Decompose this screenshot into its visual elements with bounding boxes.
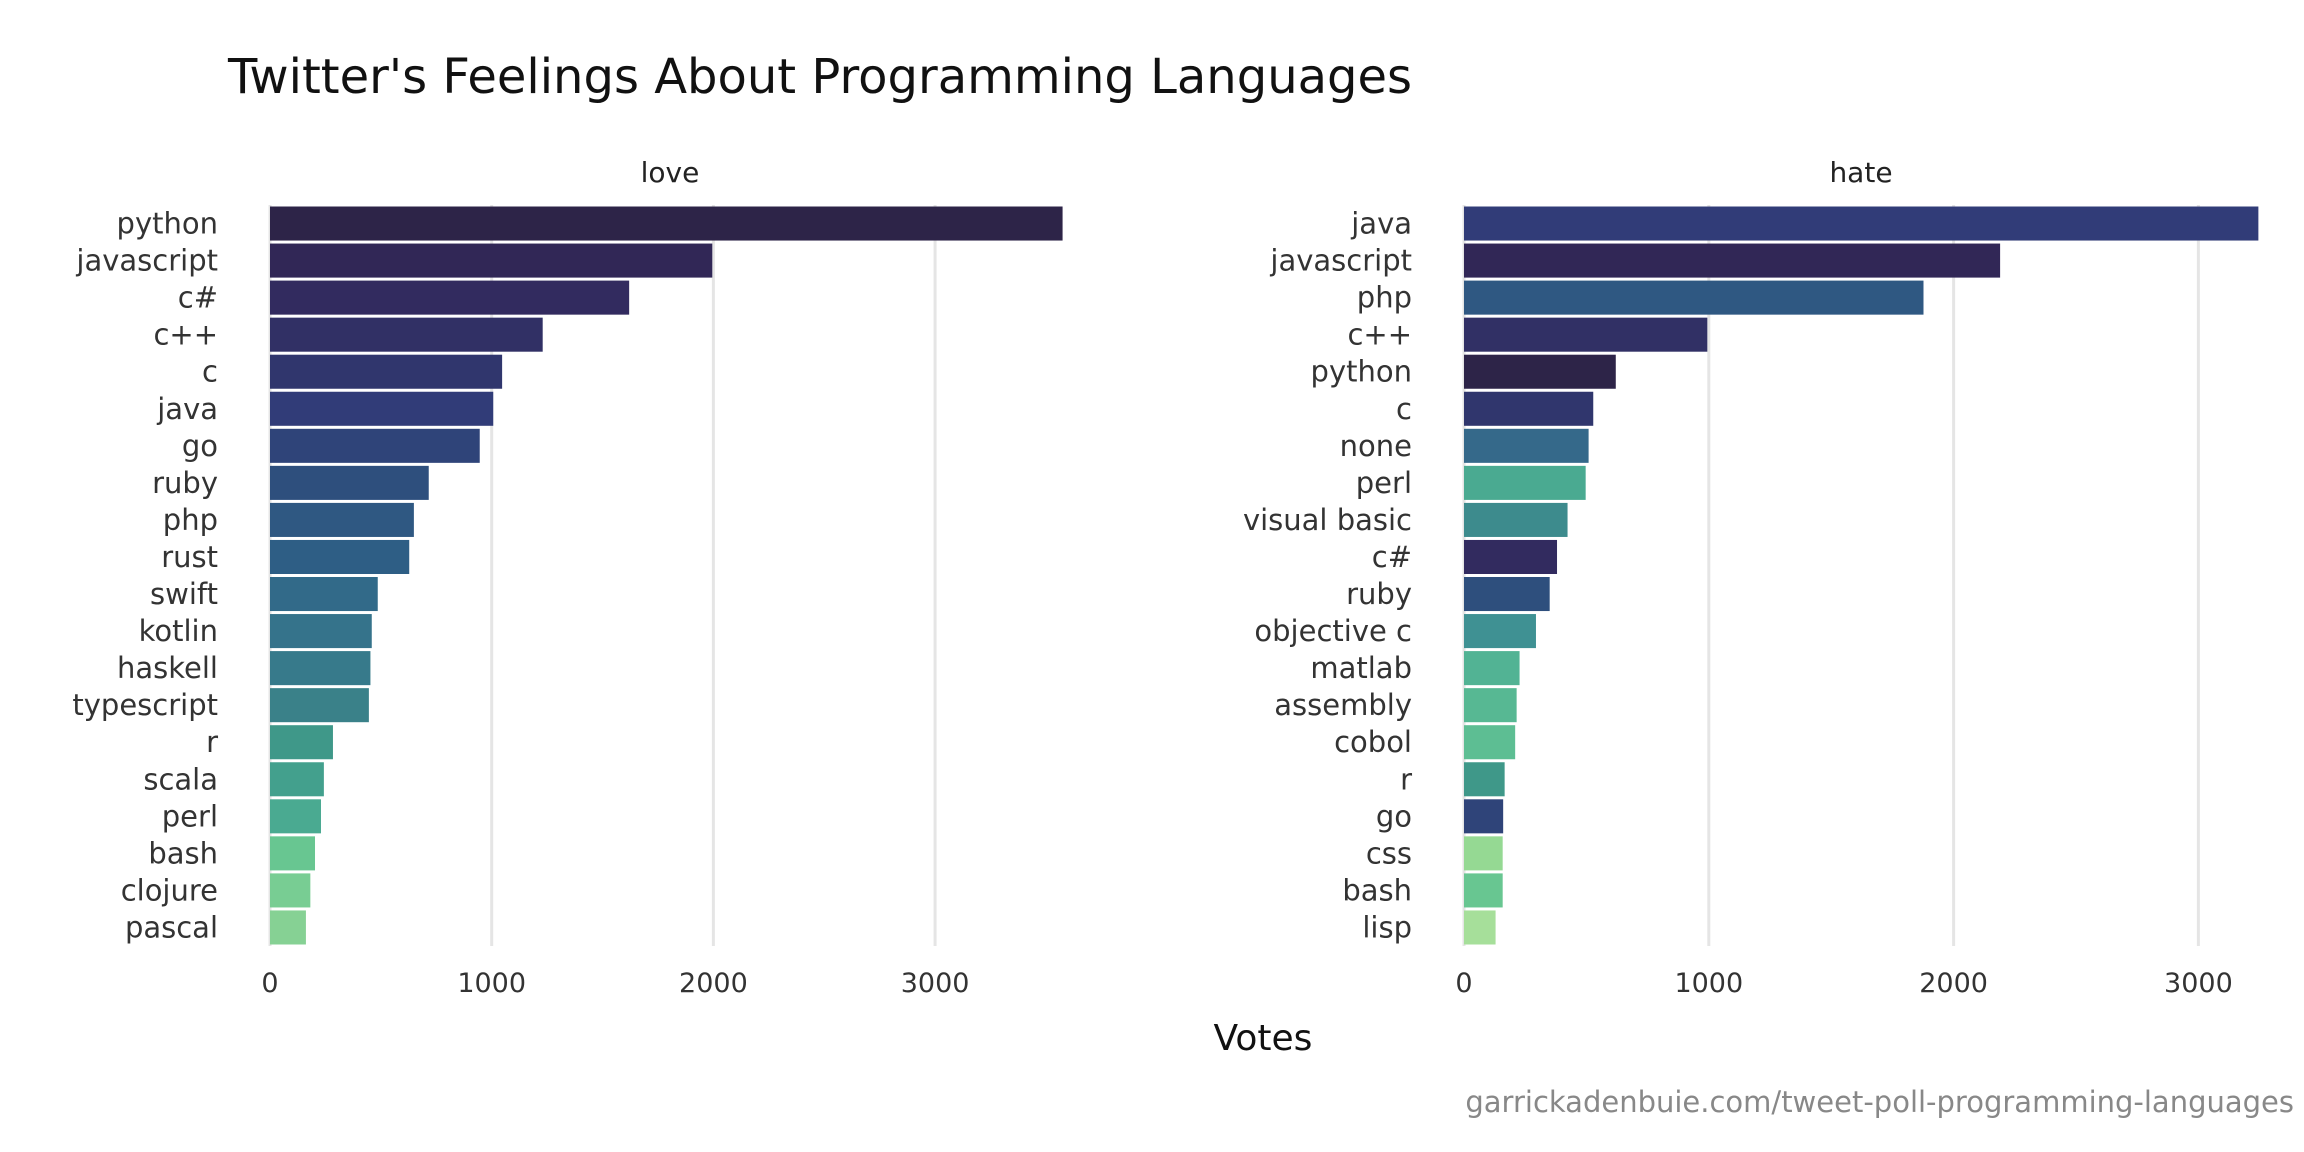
bar-go: [270, 428, 480, 463]
x-tick-label: 0: [1455, 968, 1472, 999]
bar-c: [270, 354, 503, 389]
y-tick-label: r: [1400, 762, 1412, 796]
bar-php: [270, 502, 414, 537]
y-tick-label: matlab: [1310, 651, 1412, 685]
panel-strip-label: hate: [1829, 156, 1892, 189]
y-tick-label: none: [1340, 429, 1412, 463]
y-tick-label: php: [1357, 281, 1412, 315]
bar-java: [1464, 206, 2259, 241]
y-tick-label: perl: [162, 799, 218, 833]
y-tick-label: ruby: [1346, 577, 1412, 611]
bar-scala: [270, 762, 324, 797]
y-tick-label: python: [1311, 355, 1412, 389]
panel-strip-label: love: [641, 156, 700, 189]
y-tick-label: r: [206, 725, 218, 759]
y-tick-label: assembly: [1274, 688, 1412, 722]
bar-javascript: [1464, 243, 2001, 278]
bar-kotlin: [270, 614, 372, 649]
y-tick-label: rust: [161, 540, 218, 574]
y-tick-label: c#: [1372, 540, 1412, 574]
y-tick-label: cobol: [1334, 725, 1412, 759]
bar-assembly: [1464, 688, 1517, 723]
bar-php: [1464, 280, 1924, 315]
bar-css: [1464, 836, 1503, 871]
x-tick-label: 2000: [679, 968, 748, 999]
x-tick-label: 2000: [1919, 968, 1988, 999]
x-axis-label: Votes: [1214, 1018, 1313, 1059]
bar-perl: [1464, 465, 1586, 500]
y-tick-label: pascal: [125, 910, 218, 944]
bar-bash: [1464, 873, 1503, 908]
bar-visual-basic: [1464, 502, 1568, 537]
bar-swift: [270, 577, 378, 612]
y-tick-label: c++: [1347, 318, 1412, 352]
bar-ruby: [270, 465, 429, 500]
bar-pascal: [270, 910, 306, 945]
y-tick-label: lisp: [1362, 910, 1412, 944]
y-tick-label: c++: [153, 318, 218, 352]
y-tick-label: c#: [178, 281, 218, 315]
x-tick-label: 1000: [457, 968, 526, 999]
bar-none: [1464, 428, 1589, 463]
y-tick-label: clojure: [121, 873, 218, 907]
y-tick-label: haskell: [117, 651, 218, 685]
y-tick-label: typescript: [72, 688, 218, 722]
bar-java: [270, 391, 494, 426]
y-tick-label: scala: [143, 762, 218, 796]
chart-title: Twitter's Feelings About Programming Lan…: [227, 49, 1412, 105]
y-tick-label: perl: [1356, 466, 1412, 500]
y-tick-label: css: [1366, 836, 1412, 870]
bar-c: [1464, 391, 1594, 426]
y-tick-label: bash: [148, 836, 218, 870]
bar-haskell: [270, 651, 371, 686]
bar-python: [1464, 354, 1616, 389]
y-tick-label: javascript: [1269, 244, 1412, 278]
x-tick-label: 0: [261, 968, 278, 999]
y-tick-label: java: [1350, 207, 1412, 241]
y-tick-label: c: [1396, 392, 1412, 426]
panel-hate: hate 0 1000 2000 3000 javajavascriptphpc++pyt…: [1243, 156, 2259, 999]
bar-c-: [270, 280, 630, 315]
bar-python: [270, 206, 1063, 241]
y-tick-label: php: [163, 503, 218, 537]
y-tick-label: go: [182, 429, 218, 463]
panel-love: love 0 1000 2000 3000 pythonjavascriptc#c++cj…: [72, 156, 1063, 999]
bar-clojure: [270, 873, 311, 908]
x-tick-label: 3000: [901, 968, 970, 999]
y-tick-label: java: [156, 392, 218, 426]
bar-perl: [270, 799, 321, 834]
caption: garrickadenbuie.com/tweet-poll-programmi…: [1465, 1085, 2294, 1119]
bar-c-: [1464, 317, 1708, 352]
bar-objective-c: [1464, 614, 1536, 649]
bar-typescript: [270, 688, 369, 723]
bar-c-: [270, 317, 543, 352]
bar-matlab: [1464, 651, 1520, 686]
bar-bash: [270, 836, 316, 871]
bar-ruby: [1464, 577, 1550, 612]
bar-go: [1464, 799, 1504, 834]
y-tick-label: kotlin: [139, 614, 218, 648]
x-tick-label: 3000: [2164, 968, 2233, 999]
y-tick-label: bash: [1342, 873, 1412, 907]
y-tick-label: objective c: [1254, 614, 1412, 648]
y-tick-label: swift: [150, 577, 218, 611]
bar-javascript: [270, 243, 713, 278]
bar-c-: [1464, 539, 1558, 574]
bar-r: [270, 725, 333, 760]
bar-r: [1464, 762, 1505, 797]
y-tick-label: ruby: [152, 466, 218, 500]
bar-lisp: [1464, 910, 1496, 945]
bar-cobol: [1464, 725, 1516, 760]
y-tick-label: python: [117, 207, 218, 241]
x-tick-label: 1000: [1674, 968, 1743, 999]
bar-rust: [270, 539, 410, 574]
y-tick-label: javascript: [75, 244, 218, 278]
y-tick-label: visual basic: [1243, 503, 1412, 537]
y-tick-label: go: [1376, 799, 1412, 833]
y-tick-label: c: [202, 355, 218, 389]
